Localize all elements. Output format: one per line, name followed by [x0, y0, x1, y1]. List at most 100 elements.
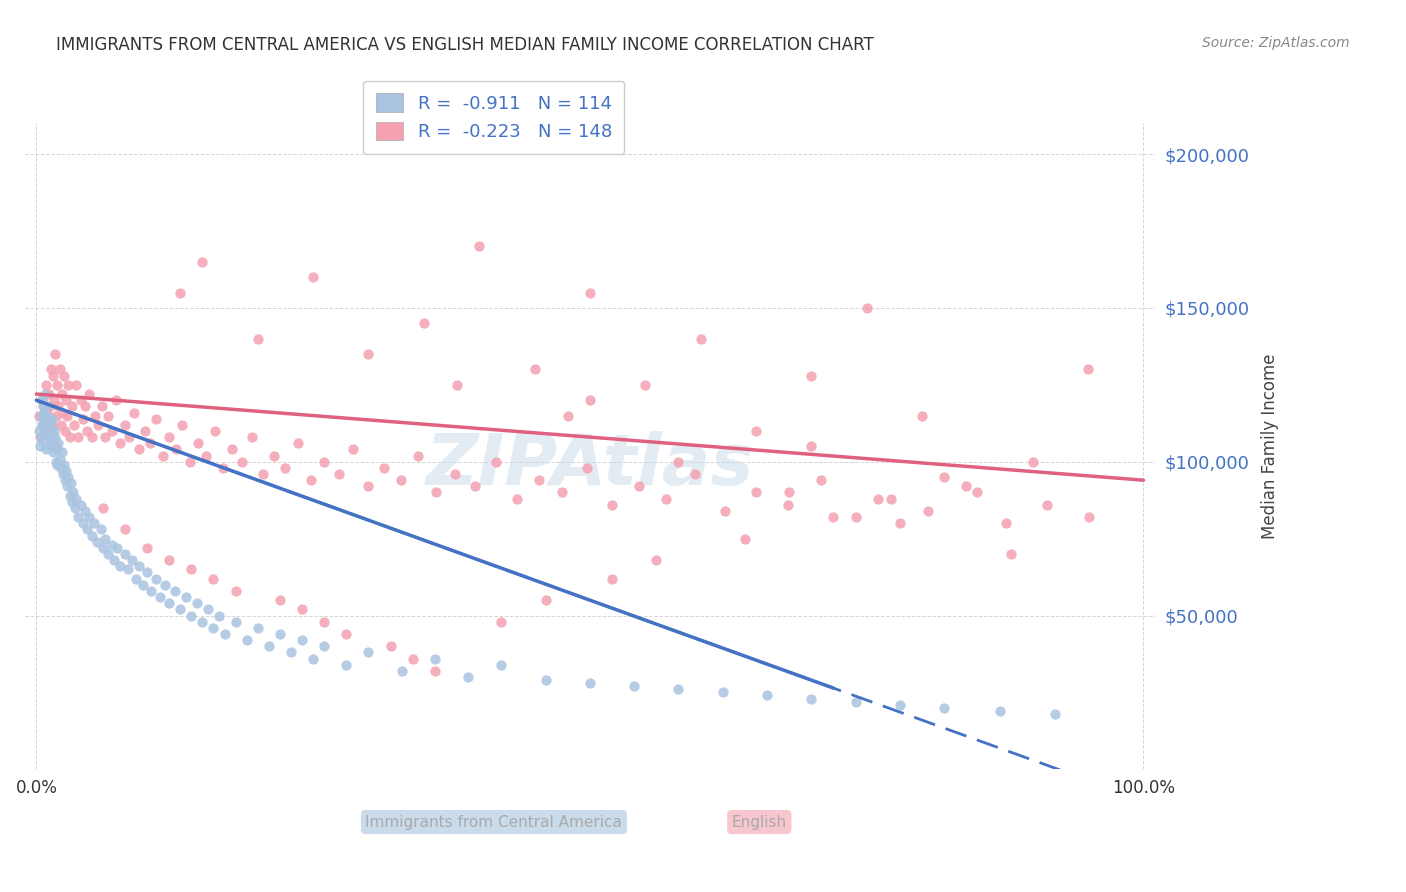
- Point: [579, 393, 602, 408]
- Point: [711, 685, 734, 699]
- Point: [280, 645, 302, 659]
- Point: [917, 504, 939, 518]
- Point: [35, 377, 58, 392]
- Point: [91, 500, 114, 515]
- Point: [121, 553, 143, 567]
- Point: [56, 479, 79, 493]
- Point: [778, 485, 800, 500]
- Point: [187, 436, 209, 450]
- Point: [46, 458, 69, 472]
- Point: [235, 633, 257, 648]
- Point: [65, 377, 87, 392]
- Point: [41, 417, 63, 432]
- Point: [714, 504, 737, 518]
- Point: [380, 640, 402, 654]
- Point: [194, 449, 217, 463]
- Point: [655, 491, 678, 506]
- Point: [55, 464, 77, 478]
- Point: [302, 270, 325, 285]
- Point: [423, 664, 446, 678]
- Point: [1036, 498, 1059, 512]
- Point: [269, 593, 291, 607]
- Point: [69, 393, 91, 408]
- Point: [1000, 547, 1022, 561]
- Point: [179, 455, 201, 469]
- Point: [221, 442, 243, 457]
- Point: [60, 494, 83, 508]
- Point: [72, 516, 94, 531]
- Point: [53, 424, 76, 438]
- Point: [105, 541, 128, 555]
- Point: [31, 417, 53, 432]
- Point: [373, 461, 395, 475]
- Point: [911, 409, 934, 423]
- Point: [35, 409, 58, 423]
- Point: [291, 602, 314, 616]
- Point: [668, 455, 690, 469]
- Point: [328, 467, 350, 481]
- Point: [246, 332, 269, 346]
- Point: [357, 347, 380, 361]
- Point: [145, 411, 167, 425]
- Point: [263, 449, 285, 463]
- Point: [103, 553, 125, 567]
- Text: English: English: [731, 814, 787, 830]
- Point: [231, 455, 253, 469]
- Point: [37, 387, 59, 401]
- Point: [53, 458, 76, 472]
- Point: [32, 400, 55, 414]
- Point: [63, 417, 86, 432]
- Point: [402, 651, 425, 665]
- Point: [491, 615, 513, 629]
- Point: [58, 377, 80, 392]
- Point: [28, 439, 51, 453]
- Point: [48, 362, 70, 376]
- Point: [214, 627, 236, 641]
- Point: [800, 439, 823, 453]
- Point: [42, 368, 65, 383]
- Point: [880, 491, 903, 506]
- Point: [31, 393, 53, 408]
- Point: [866, 491, 889, 506]
- Legend: R =  -0.911   N = 114, R =  -0.223   N = 148: R = -0.911 N = 114, R = -0.223 N = 148: [363, 80, 624, 153]
- Point: [53, 473, 76, 487]
- Point: [46, 442, 69, 457]
- Point: [575, 461, 598, 475]
- Point: [225, 583, 247, 598]
- Point: [202, 572, 225, 586]
- Point: [51, 387, 73, 401]
- Point: [734, 532, 756, 546]
- Point: [48, 400, 70, 414]
- Point: [157, 553, 180, 567]
- Point: [145, 572, 167, 586]
- Point: [100, 424, 122, 438]
- Point: [58, 430, 80, 444]
- Point: [165, 442, 187, 457]
- Point: [391, 664, 413, 678]
- Point: [149, 590, 172, 604]
- Point: [423, 651, 446, 665]
- Point: [38, 417, 60, 432]
- Point: [37, 421, 59, 435]
- Point: [30, 409, 52, 423]
- Point: [810, 473, 832, 487]
- Point: [180, 562, 202, 576]
- Text: Source: ZipAtlas.com: Source: ZipAtlas.com: [1202, 36, 1350, 50]
- Point: [58, 489, 80, 503]
- Point: [302, 651, 325, 665]
- Point: [49, 417, 72, 432]
- Point: [48, 436, 70, 450]
- Point: [1043, 706, 1066, 721]
- Point: [42, 424, 65, 438]
- Point: [745, 485, 768, 500]
- Point: [172, 417, 194, 432]
- Point: [37, 405, 59, 419]
- Point: [117, 562, 139, 576]
- Point: [299, 473, 322, 487]
- Point: [42, 439, 65, 453]
- Text: IMMIGRANTS FROM CENTRAL AMERICA VS ENGLISH MEDIAN FAMILY INCOME CORRELATION CHAR: IMMIGRANTS FROM CENTRAL AMERICA VS ENGLI…: [56, 36, 875, 54]
- Point: [208, 608, 231, 623]
- Point: [557, 409, 579, 423]
- Point: [94, 532, 117, 546]
- Point: [80, 430, 103, 444]
